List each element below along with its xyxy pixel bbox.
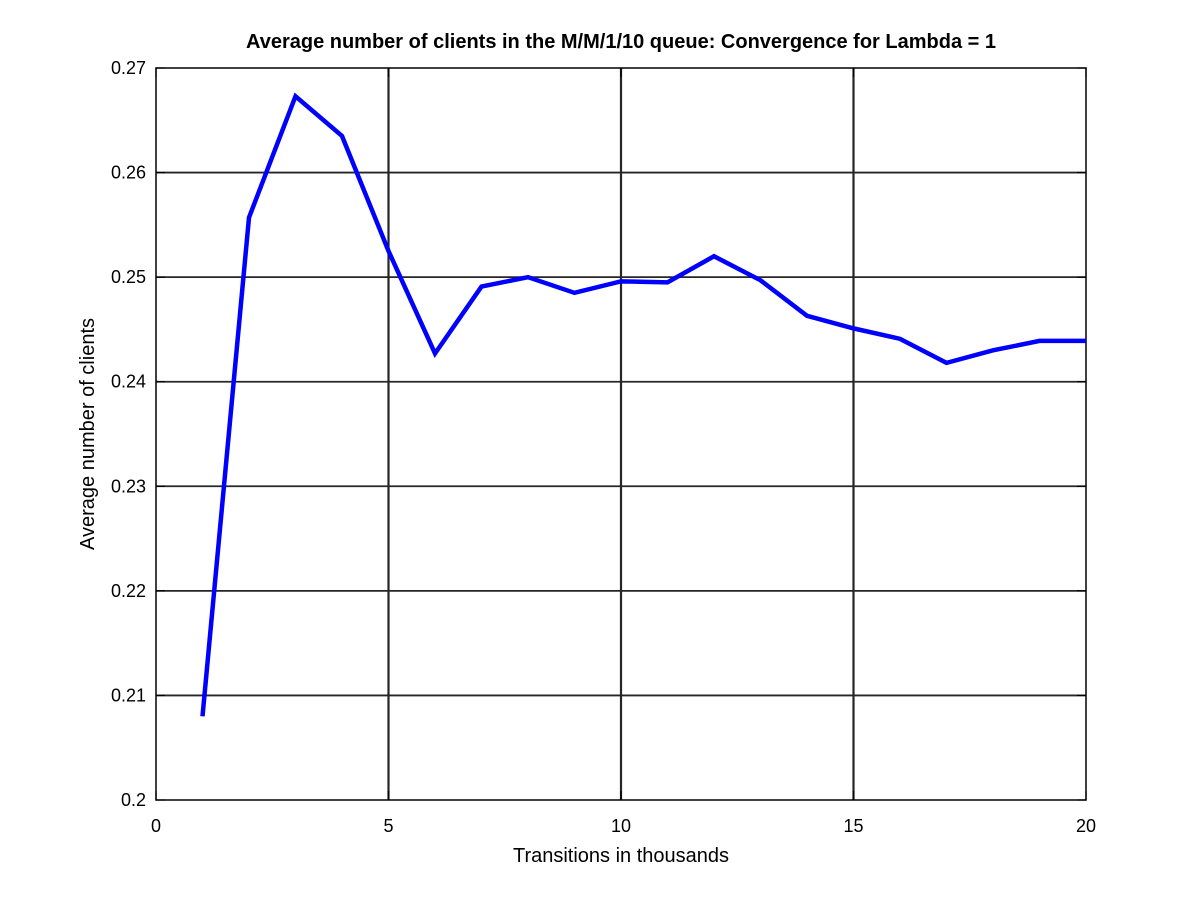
x-axis-label: Transitions in thousands xyxy=(513,845,729,867)
y-tick-label: 0.25 xyxy=(111,267,146,287)
series-layer xyxy=(200,92,1087,717)
y-tick-label: 0.24 xyxy=(111,372,146,392)
y-tick-label: 0.22 xyxy=(111,581,146,601)
x-tick-label: 0 xyxy=(151,816,161,836)
x-tick-label: 10 xyxy=(611,816,631,836)
y-axis-label: Average number of clients xyxy=(77,318,99,550)
x-tick-label: 15 xyxy=(843,816,863,836)
x-tick-label: 20 xyxy=(1076,816,1096,836)
axis-ticks: 0 5 10 15 20 0.2 0.21 0.22 0.23 0.24 0.25 0.26 0.27 xyxy=(111,58,1096,836)
grid xyxy=(156,68,1086,800)
y-tick-label: 0.2 xyxy=(121,790,146,810)
series-line xyxy=(200,92,1086,717)
y-tick-label: 0.21 xyxy=(111,685,146,705)
y-tick-label: 0.26 xyxy=(111,163,146,183)
y-tick-label: 0.23 xyxy=(111,476,146,496)
x-tick-label: 5 xyxy=(383,816,393,836)
y-tick-label: 0.27 xyxy=(111,58,146,78)
chart-title: Average number of clients in the M/M/1/1… xyxy=(246,31,996,53)
